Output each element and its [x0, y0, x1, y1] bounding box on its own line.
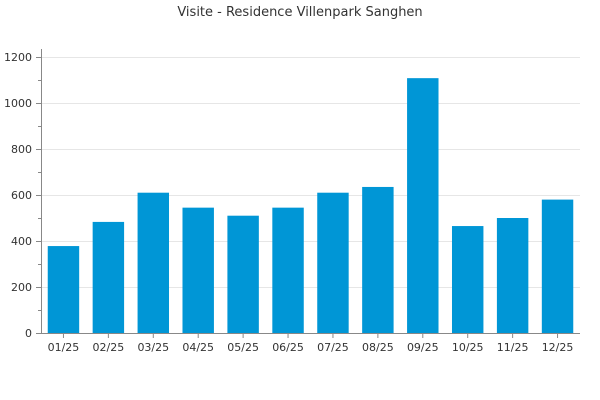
bar: [317, 192, 349, 333]
y-tick-label: 600: [11, 189, 32, 202]
y-tick-labels: 0 200 400 600 800 1000 1200: [4, 51, 32, 340]
x-tick-label: 04/25: [182, 341, 214, 354]
x-tick-label: 11/25: [497, 341, 529, 354]
y-tick-label: 400: [11, 235, 32, 248]
x-tick-label: 10/25: [452, 341, 484, 354]
bar: [92, 221, 125, 333]
x-tick-label: 12/25: [542, 341, 574, 354]
axes: [36, 49, 580, 338]
x-tick-label: 03/25: [137, 341, 169, 354]
bar: [496, 218, 529, 333]
bar: [182, 207, 214, 333]
bars: [47, 78, 574, 333]
grid-lines: [41, 57, 580, 288]
chart-title: Visite - Residence Villenpark Sanghen: [177, 5, 422, 20]
y-tick-label: 800: [11, 143, 32, 156]
bar: [541, 199, 574, 333]
bar: [362, 186, 394, 333]
x-tick-labels: 01/25 02/25 03/25 04/25 05/25 06/25 07/25 08/25…: [48, 341, 574, 354]
x-tick-label: 07/25: [317, 341, 349, 354]
bar: [407, 78, 439, 333]
x-tick-label: 09/25: [407, 341, 439, 354]
bar: [272, 207, 304, 333]
bar: [451, 226, 484, 333]
bar: [227, 215, 259, 333]
bar: [47, 246, 80, 333]
x-tick-label: 02/25: [93, 341, 125, 354]
y-tick-label: 1200: [4, 51, 32, 64]
x-tick-label: 01/25: [48, 341, 80, 354]
bar: [137, 192, 170, 333]
y-tick-label: 200: [11, 281, 32, 294]
x-tick-label: 05/25: [227, 341, 259, 354]
y-tick-label: 0: [25, 327, 32, 340]
y-tick-label: 1000: [4, 97, 32, 110]
x-tick-label: 08/25: [362, 341, 394, 354]
x-tick-label: 06/25: [272, 341, 304, 354]
